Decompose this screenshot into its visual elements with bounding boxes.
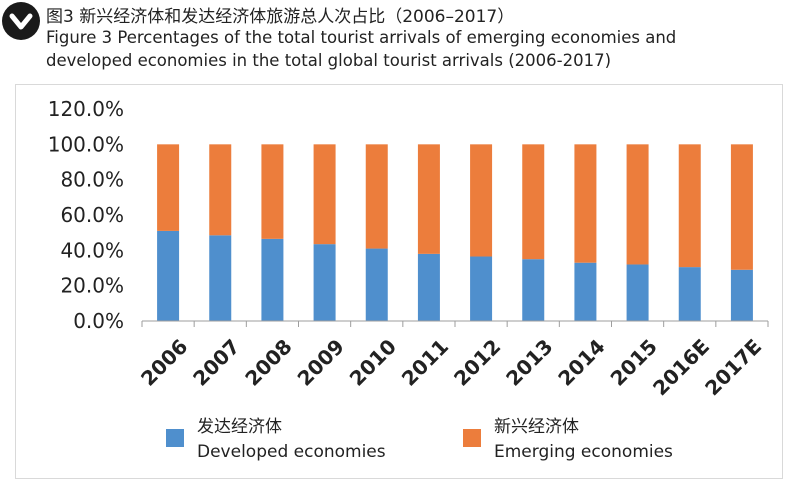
bar-emerging-2014 — [574, 144, 597, 263]
bar-developed-2011 — [417, 253, 440, 321]
bar-developed-2014 — [574, 262, 597, 321]
stacked-bar-chart: 0.0% 20.0% 40.0% 60.0% 80.0% 100.0% 120.0% 2006… — [48, 97, 769, 462]
x-tick-label: 2011 — [397, 334, 453, 390]
x-tick-label: 2016E — [648, 334, 714, 400]
bar-developed-2006 — [157, 230, 180, 321]
bar-developed-2013 — [522, 259, 545, 321]
legend-label-cn: 新兴经济体 — [494, 417, 579, 437]
bar-developed-2009 — [313, 244, 336, 321]
x-tick-label: 2008 — [240, 334, 296, 390]
legend-label-en: Emerging economies — [494, 442, 673, 462]
x-tick-label: 2007 — [188, 334, 244, 390]
bar-emerging-2013 — [522, 144, 545, 260]
y-tick-label: 0.0% — [73, 309, 124, 333]
y-tick-label: 120.0% — [48, 97, 124, 121]
logo-badge-icon — [2, 2, 40, 40]
x-tick-label: 2012 — [449, 334, 505, 390]
x-tick-label: 2013 — [501, 334, 557, 390]
bar-emerging-2009 — [313, 144, 336, 245]
bar-developed-2017E — [730, 269, 753, 321]
bar-emerging-2010 — [365, 144, 388, 249]
y-tick-label: 20.0% — [60, 274, 124, 298]
bar-developed-2010 — [365, 248, 388, 321]
legend-label-cn: 发达经济体 — [197, 417, 282, 437]
chart-frame: 0.0% 20.0% 40.0% 60.0% 80.0% 100.0% 120.0% 2006… — [15, 84, 783, 479]
x-tick-label: 2014 — [553, 334, 609, 390]
bar-emerging-2016E — [678, 144, 701, 268]
x-tick-label: 2017E — [700, 334, 766, 400]
bar-developed-2015 — [626, 264, 649, 321]
y-tick-label: 100.0% — [48, 132, 124, 156]
bar-emerging-2007 — [209, 144, 232, 236]
x-tick-label: 2009 — [293, 334, 349, 390]
bar-emerging-2012 — [470, 144, 493, 257]
y-tick-label: 80.0% — [60, 168, 124, 192]
legend-swatch-emerging — [463, 429, 481, 447]
legend-swatch-developed — [166, 429, 184, 447]
bar-emerging-2011 — [417, 144, 440, 254]
bar-emerging-2017E — [730, 144, 753, 270]
bar-developed-2012 — [470, 256, 493, 321]
x-tick-label: 2006 — [136, 334, 192, 390]
legend-label-en: Developed economies — [197, 442, 386, 462]
x-tick-label: 2010 — [345, 334, 401, 390]
chart-title-english: Figure 3 Percentages of the total touris… — [46, 28, 677, 70]
bar-developed-2007 — [209, 235, 232, 321]
bar-emerging-2006 — [157, 144, 180, 231]
bar-developed-2008 — [261, 238, 284, 321]
bar-emerging-2015 — [626, 144, 649, 265]
y-tick-label: 60.0% — [60, 203, 124, 227]
bar-developed-2016E — [678, 267, 701, 321]
y-tick-label: 40.0% — [60, 238, 124, 262]
chart-title-chinese: 图3 新兴经济体和发达经济体旅游总人次占比（2006–2017） — [46, 7, 515, 27]
bar-emerging-2008 — [261, 144, 284, 239]
